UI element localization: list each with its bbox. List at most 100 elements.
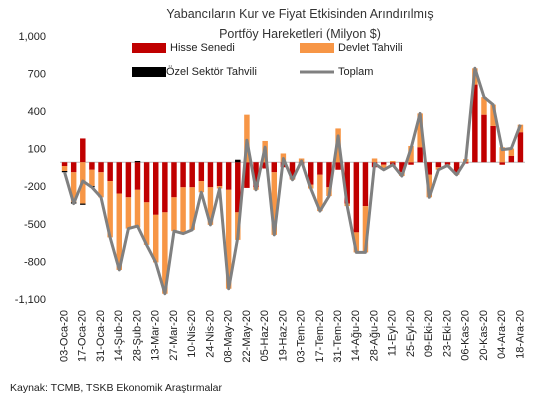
bar <box>417 147 423 163</box>
bar <box>408 145 414 163</box>
bar <box>153 214 159 263</box>
bar <box>481 97 487 115</box>
bar <box>98 172 104 198</box>
bar <box>70 172 77 203</box>
bar <box>426 162 432 175</box>
bar <box>162 212 168 294</box>
bar <box>326 162 332 188</box>
bar <box>271 162 277 173</box>
y-tick-label: -500 <box>24 219 46 231</box>
bar <box>171 162 177 198</box>
bar <box>80 203 86 205</box>
bar <box>198 181 205 193</box>
bar <box>107 162 113 182</box>
x-tick-label: 17-Tem-20 <box>314 310 326 363</box>
source: Kaynak: TCMB, TSKB Ekonomik Araştırmalar <box>10 382 223 394</box>
chart-title: Yabancıların Kur ve Fiyat Etkisinden Arı… <box>166 7 434 41</box>
x-tick-label: 22-May-20 <box>241 310 253 363</box>
legend-label: Toplam <box>338 66 373 78</box>
x-tick-label: 09-Eki-20 <box>423 310 435 357</box>
x-tick-label: 13-Mar-20 <box>150 310 162 361</box>
bar <box>207 187 214 225</box>
bar <box>225 189 232 289</box>
bar <box>335 162 341 170</box>
bar <box>70 162 77 173</box>
bar <box>189 162 195 188</box>
x-tick-label: 18-Ara-20 <box>514 310 526 359</box>
bar <box>453 162 460 174</box>
bar <box>207 162 214 188</box>
x-tick-label: 31-Oca-20 <box>95 310 107 362</box>
bar <box>162 162 168 213</box>
y-tick-label: -200 <box>24 181 46 193</box>
bar <box>61 165 68 172</box>
x-tick-label: 23-Eki-20 <box>441 310 453 357</box>
bar <box>380 162 387 165</box>
bar <box>107 181 113 238</box>
bar <box>289 162 296 179</box>
bar <box>61 162 68 166</box>
y-tick-label: 400 <box>28 106 46 118</box>
x-tick-label: 04-Ara-20 <box>496 310 508 359</box>
bar <box>116 162 122 194</box>
bar <box>80 138 86 163</box>
bar <box>417 113 423 148</box>
bar <box>490 125 496 163</box>
x-tick-label: 27-Mar-20 <box>168 310 180 361</box>
y-tick-label: 100 <box>28 144 46 156</box>
y-tick-label: -800 <box>24 256 46 268</box>
bar <box>380 164 387 170</box>
bar <box>143 202 150 245</box>
bar <box>408 162 414 165</box>
bar <box>61 171 68 173</box>
x-tick-label: 17-Oca-20 <box>77 310 89 362</box>
bar <box>143 162 150 203</box>
bar <box>390 160 396 163</box>
bar <box>481 114 487 163</box>
bar <box>499 162 505 165</box>
bar <box>435 162 442 168</box>
bar <box>125 197 132 229</box>
legend-swatch <box>300 43 334 53</box>
bar <box>116 193 122 270</box>
bar <box>262 162 268 169</box>
x-tick-label: 11-Eyl-20 <box>387 310 399 356</box>
bar <box>125 162 132 198</box>
bar <box>189 187 195 230</box>
bar <box>198 162 205 182</box>
x-tick-label: 25-Eyl-20 <box>405 310 417 357</box>
bar <box>317 174 323 212</box>
x-tick-label: 14-Şub-20 <box>113 310 125 361</box>
bar <box>98 162 104 173</box>
bar <box>134 189 141 228</box>
x-tick-label: 06-Kas-20 <box>460 310 472 361</box>
bar <box>508 155 515 163</box>
x-tick-label: 28-Ağu-20 <box>368 310 380 361</box>
bar <box>317 162 323 175</box>
bar <box>472 84 478 163</box>
bar <box>180 162 186 188</box>
bar <box>134 160 141 163</box>
bar <box>134 162 141 190</box>
legend-label: Özel Sektör Tahvili <box>166 66 257 78</box>
x-tick-label: 10-Nis-20 <box>186 310 198 358</box>
bar <box>153 162 159 215</box>
bar <box>253 162 259 188</box>
bar <box>499 147 505 163</box>
x-tick-label: 03-Tem-20 <box>296 310 308 363</box>
bar <box>271 172 277 235</box>
bar <box>517 132 524 163</box>
x-tick-label: 20-Kas-20 <box>478 310 490 361</box>
bar <box>362 206 369 253</box>
bar <box>308 162 314 185</box>
bar <box>171 197 177 232</box>
x-tick-label: 24-Nis-20 <box>204 310 216 358</box>
x-tick-label: 14-Ağu-20 <box>350 310 362 361</box>
bar <box>225 162 232 190</box>
x-tick-label: 28-Şub-20 <box>131 310 143 361</box>
y-tick-label: 1,000 <box>18 31 46 43</box>
x-tick-label: 05-Haz-20 <box>259 310 271 361</box>
bar <box>371 158 378 163</box>
bar <box>235 159 241 163</box>
bar <box>490 104 496 126</box>
